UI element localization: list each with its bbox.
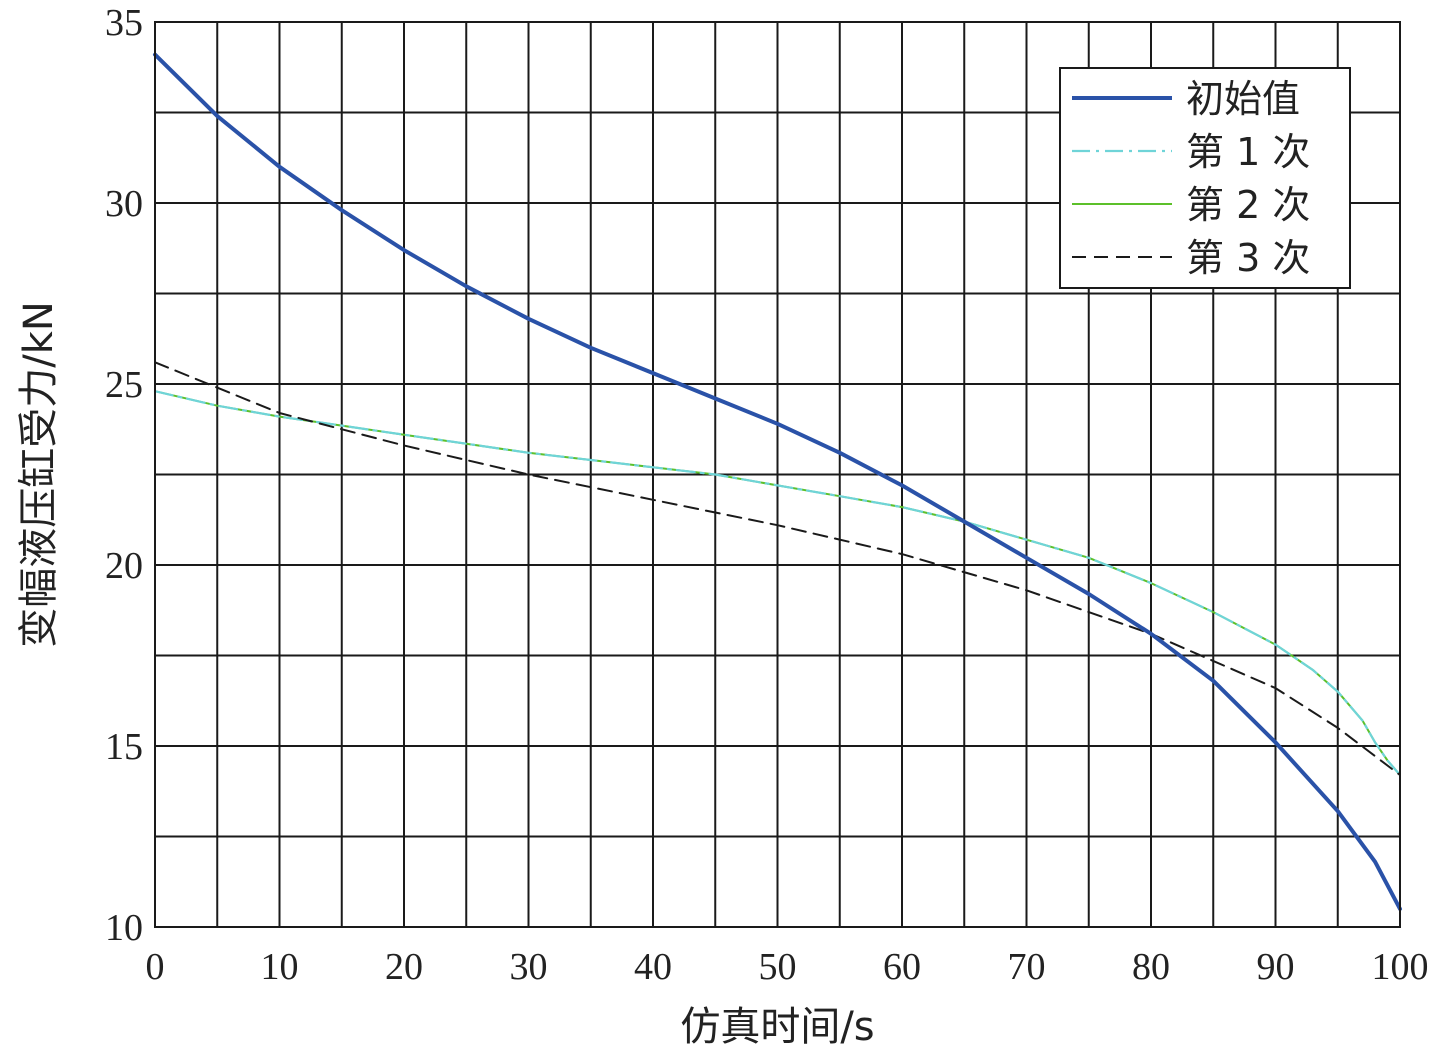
y-tick-label: 10: [105, 907, 143, 949]
x-tick-label: 50: [759, 946, 797, 988]
x-tick-label: 20: [385, 946, 423, 988]
legend-label: 初始值: [1186, 77, 1300, 121]
series-line-4: [154, 361, 1401, 776]
x-tick-label: 60: [883, 946, 921, 988]
x-axis-label: 仿真时间/s: [680, 1004, 874, 1050]
x-tick-label: 70: [1008, 946, 1046, 988]
x-axis-ticks: 0 10 20 30 40 50 60 70 80 90 100: [146, 946, 1429, 988]
y-tick-label: 35: [105, 2, 143, 44]
series-line-1: [153, 52, 1402, 911]
legend-label: 第 3 次: [1186, 236, 1310, 280]
series-line-2: [153, 390, 1402, 777]
y-tick-label: 20: [105, 545, 143, 587]
x-tick-label: 90: [1257, 946, 1295, 988]
y-tick-label: 15: [105, 726, 143, 768]
x-tick-label: 10: [261, 946, 299, 988]
legend-box: [1059, 67, 1351, 289]
x-tick-label: 80: [1132, 946, 1170, 988]
grid: [155, 22, 1400, 927]
x-tick-label: 30: [510, 946, 548, 988]
plot-frame: [154, 21, 1401, 928]
y-tick-label: 30: [105, 183, 143, 225]
y-tick-label: 25: [105, 364, 143, 406]
legend-label: 第 2 次: [1186, 183, 1310, 227]
series-layer: [153, 52, 1402, 911]
y-axis-ticks: 10 15 20 25 30 35: [105, 2, 143, 949]
x-tick-label: 40: [634, 946, 672, 988]
legend-label: 第 1 次: [1186, 130, 1310, 174]
y-axis-label: 变幅液压缸受力/kN: [16, 301, 62, 648]
x-tick-label: 0: [146, 946, 165, 988]
x-tick-label: 100: [1372, 946, 1429, 988]
